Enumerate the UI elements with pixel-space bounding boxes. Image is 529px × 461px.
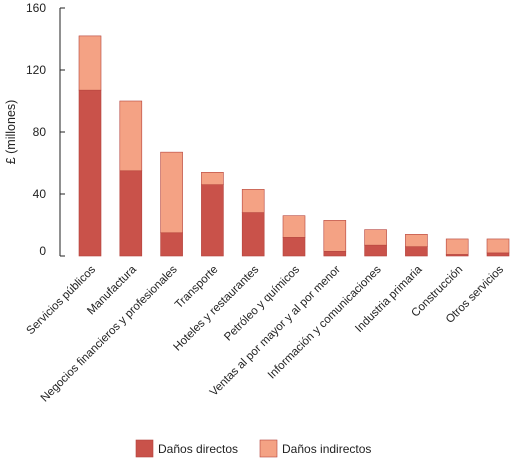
bar-direct-damage — [323, 251, 347, 257]
legend-swatch — [259, 439, 278, 458]
bar-indirect-damage — [323, 220, 347, 252]
bar-direct-damage — [160, 232, 183, 257]
bar-indirect-damage — [364, 229, 387, 246]
y-tick-label: 0 — [39, 244, 46, 258]
bar-indirect-damage — [119, 100, 143, 172]
bar-direct-damage — [364, 244, 387, 257]
y-axis-label: £ (millones) — [4, 100, 18, 165]
y-tick-label: 40 — [33, 187, 47, 201]
bar-direct-damage — [486, 252, 510, 257]
bar-direct-damage — [119, 170, 143, 257]
category-label: Petróleo y químicos — [222, 263, 302, 343]
bar-indirect-damage — [486, 238, 510, 254]
bar-direct-damage — [201, 184, 224, 257]
y-tick-label: 120 — [26, 63, 46, 77]
legend: Daños directos Daños indirectos — [135, 439, 371, 458]
category-label: Servicios públicos — [25, 263, 99, 337]
bar-indirect-damage — [201, 172, 224, 186]
bar-indirect-damage — [405, 234, 428, 248]
y-tick-label: 80 — [33, 125, 47, 139]
bar-indirect-damage — [445, 238, 469, 255]
bar-direct-damage — [282, 237, 306, 257]
bar-indirect-damage — [160, 151, 183, 234]
bar-direct-damage — [405, 246, 428, 257]
bars — [78, 35, 510, 257]
y-tick-label: 160 — [26, 1, 46, 15]
legend-label: Daños directos — [158, 442, 238, 456]
bar-indirect-damage — [282, 215, 306, 238]
bar-direct-damage — [78, 89, 102, 257]
y-axis: 0 40 80 120 160 — [26, 1, 65, 258]
legend-swatch — [135, 439, 154, 458]
legend-label: Daños indirectos — [282, 442, 371, 456]
bar-direct-damage — [241, 212, 265, 257]
bar-indirect-damage — [241, 189, 265, 213]
bar-indirect-damage — [78, 35, 102, 91]
